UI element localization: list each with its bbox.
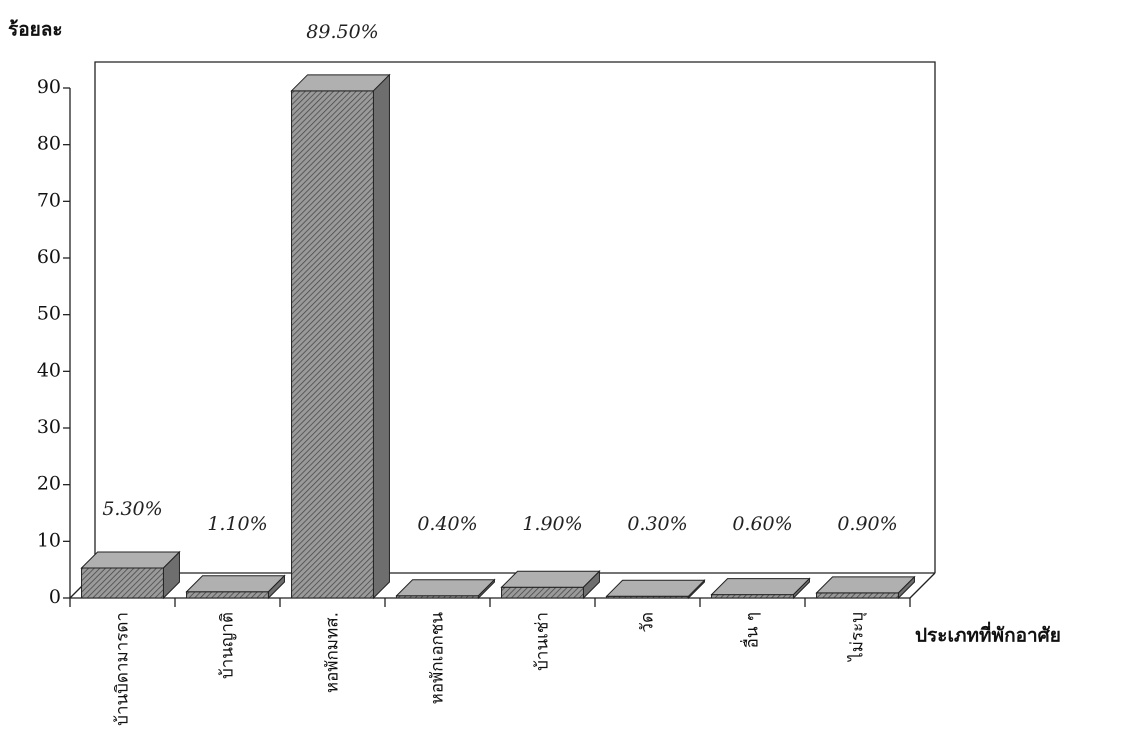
x-tick-label: บ้านญาติ [218,612,238,679]
bar-side [897,575,915,600]
bar-side [162,550,180,600]
y-tick-label: 70 [37,189,61,211]
bar [501,586,584,599]
value-label: 89.50% [306,21,378,43]
y-tick-label: 30 [37,416,61,438]
bar [81,567,164,599]
bar-side [687,579,705,600]
value-label: 5.30% [102,498,162,520]
y-tick-label: 0 [49,586,61,608]
x-tick-label: อื่น ๆ [740,612,763,648]
y-axis-label: ร้อยละ [8,19,63,41]
x-tick-label: หอพักเอกชน [428,612,448,705]
x-tick-label: วัด [638,612,658,633]
bar-top [290,74,391,92]
x-axis-label: ประเภทที่พักอาศัย [915,622,1061,647]
floor-side [909,572,936,599]
bar-side [582,570,600,600]
bar [711,594,794,599]
y-tick-label: 90 [37,76,61,98]
y-tick-label: 80 [37,133,61,155]
y-tick-label: 20 [37,473,61,495]
y-tick-label: 40 [37,359,61,381]
y-tick-label: 60 [37,246,61,268]
bar-top [80,551,181,569]
bar-side [267,574,285,600]
value-label: 1.10% [207,513,267,535]
bar-top [395,579,496,597]
bar [186,591,269,599]
bar-side [372,73,390,600]
bar [291,90,374,599]
x-tick-label: ไม่ระบุ [847,612,868,663]
bar-top [500,570,601,588]
value-label: 0.30% [627,513,687,535]
bar-top [815,576,916,594]
value-label: 1.90% [522,513,582,535]
value-label: 0.60% [732,513,792,535]
bar-side [477,578,495,600]
y-tick-label: 50 [37,303,61,325]
y-tick-label: 10 [37,529,61,551]
bar-top [605,579,706,597]
back-wall [94,61,936,573]
x-tick-label: บ้านเช่า [533,612,553,671]
x-tick-label: หอพักมทส. [323,612,343,693]
bar-top [185,575,286,593]
x-tick-label: บ้านบิดามารดา [113,612,133,726]
value-label: 0.40% [417,513,477,535]
value-label: 0.90% [837,513,897,535]
bar-side [792,577,810,600]
bar-top [710,578,811,596]
bar [816,592,899,599]
